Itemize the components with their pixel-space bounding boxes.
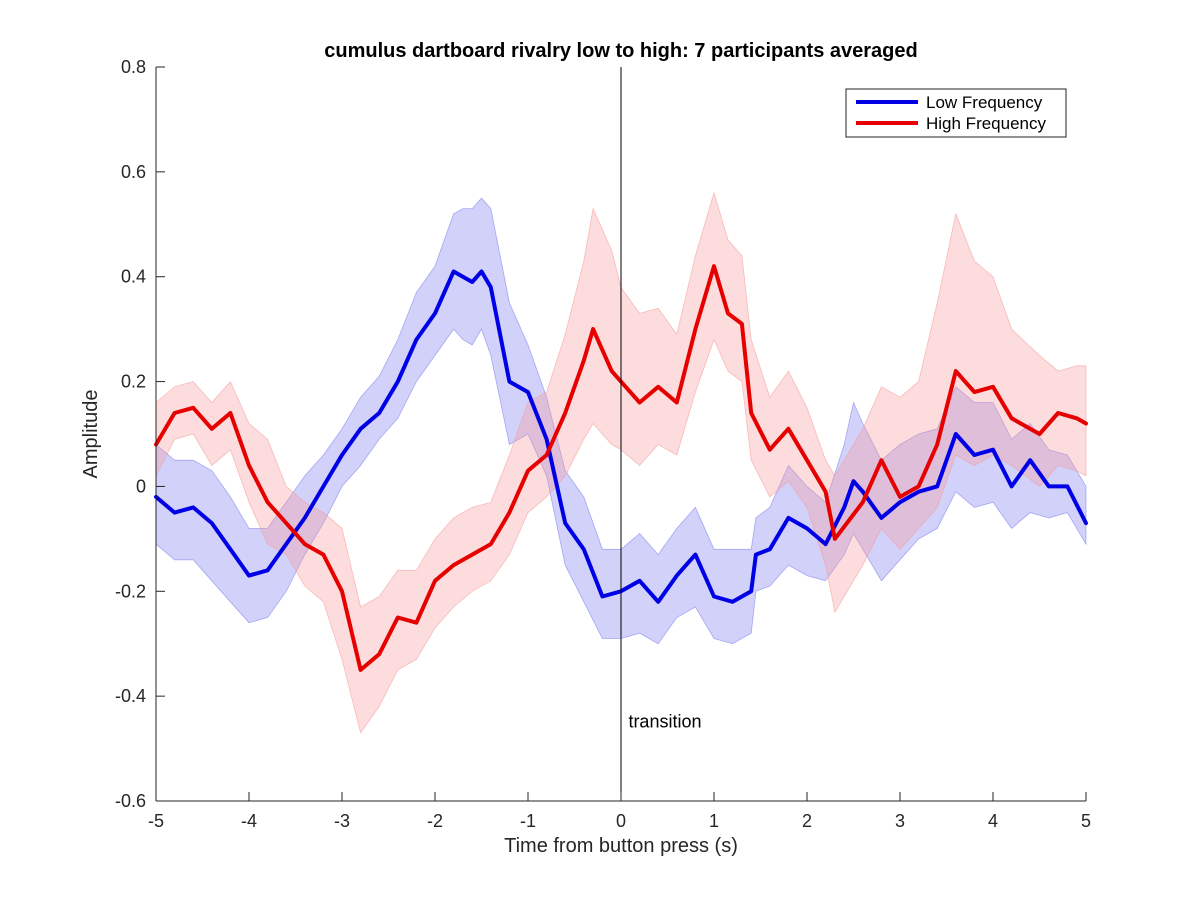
band-low-frequency [155,197,1087,645]
legend: Low Frequency High Frequency [845,88,1067,138]
y-tick-label: -0.6 [115,791,146,811]
y-tick-label: 0 [136,476,146,496]
band-high-frequency [155,191,1087,734]
x-tick-label: 4 [988,811,998,831]
y-tick-label: -0.2 [115,581,146,601]
y-tick-label: 0.2 [121,372,146,392]
y-tick-label: 0.4 [121,267,146,287]
x-tick-label: -1 [520,811,536,831]
x-tick-label: 5 [1081,811,1091,831]
confidence-bands [155,191,1087,734]
x-axis-label: Time from button press (s) [504,835,738,857]
x-tick-label: -5 [148,811,164,831]
x-tick-label: -3 [334,811,350,831]
x-tick-label: 1 [709,811,719,831]
x-tick-label: -2 [427,811,443,831]
legend-box [845,88,1067,138]
y-tick-label: 0.6 [121,162,146,182]
y-tick-label: -0.4 [115,686,146,706]
x-tick-label: 2 [802,811,812,831]
chart-title: cumulus dartboard rivalry low to high: 7… [324,40,917,62]
legend-label-low-frequency: Low Frequency [926,93,1043,112]
y-tick-label: 0.8 [121,57,146,77]
x-tick-label: -4 [241,811,257,831]
y-axis-label: Amplitude [80,390,102,479]
x-tick-label: 3 [895,811,905,831]
legend-label-high-frequency: High Frequency [926,114,1047,133]
axes: -5 -4 -3 -2 -1 0 1 2 3 4 5 -0.6 -0.4 -0.2 0 0.2 0.4 0.6 0.… [115,57,1091,831]
transition-annotation: transition [628,712,701,732]
x-tick-label: 0 [616,811,626,831]
